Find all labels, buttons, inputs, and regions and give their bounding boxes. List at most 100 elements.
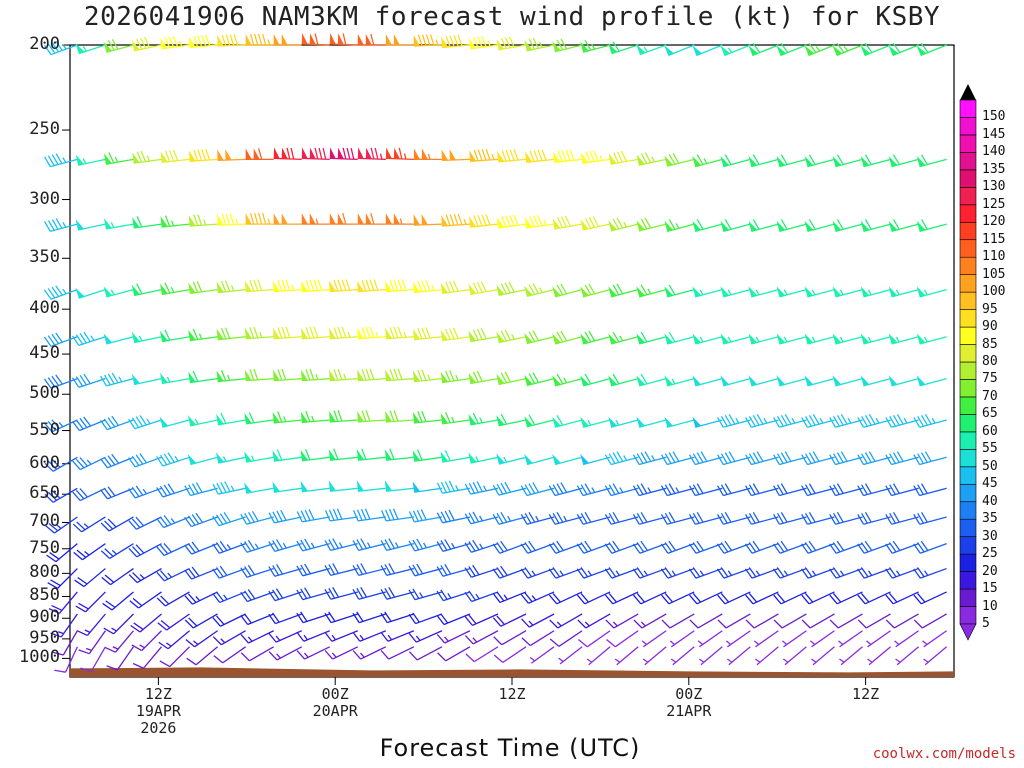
barb-feather [636,542,645,553]
barb-shaft [498,419,527,427]
barb-feather [616,283,624,295]
barb-half-feather [839,658,845,663]
barb-shaft [779,419,807,428]
wind-barb [811,646,835,666]
barb-flag [748,375,758,386]
barb-shaft [217,419,246,426]
barb-half-feather [226,544,232,550]
wind-barb [885,511,919,525]
barb-feather [860,567,869,578]
barb-shaft [246,567,274,578]
wind-barb [104,630,134,653]
barb-feather [500,540,508,551]
barb-flag [337,33,344,45]
barb-feather [552,592,561,603]
wind-barb [661,613,695,629]
barb-shaft [695,456,723,466]
barb-feather [533,215,539,227]
barb-feather [188,484,195,495]
wind-barb [716,413,751,428]
barb-feather [804,513,812,524]
barb-feather [333,327,339,339]
wind-barb [300,410,330,424]
wind-barb [301,33,330,46]
barb-feather [346,147,351,160]
barb-feather [472,412,479,424]
wind-barb [776,219,807,233]
barb-feather [896,413,904,425]
barb-feather [225,213,231,225]
barb-feather [892,452,900,463]
barb-shaft [274,516,302,524]
wind-barb [664,44,695,57]
barb-flag [413,214,420,226]
wind-barb [328,480,358,492]
wind-barb [496,413,527,427]
barb-feather [220,280,227,292]
wind-barb [608,283,639,298]
wind-barb [212,630,246,646]
barb-flag [524,453,533,465]
barb-feather [268,590,276,601]
barb-feather [616,217,624,229]
barb-half-feather [479,543,484,549]
barb-flag [580,453,589,465]
barb-half-feather [193,640,199,646]
barb-half-feather [62,221,67,228]
wind-barb [829,413,863,428]
barb-flag [357,280,364,292]
barb-feather [529,150,535,162]
barb-feather [163,484,172,495]
barb-flag [413,34,420,46]
barb-shaft [329,43,358,46]
wind-barb [441,213,470,227]
wind-barb [380,646,415,660]
barb-feather [103,487,112,498]
barb-feather [472,329,479,341]
credit-link[interactable]: coolwx.com/models [872,746,1016,762]
wind-barb [580,416,611,428]
wind-barb [664,219,695,233]
wind-barb [78,630,106,655]
barb-feather [361,410,367,422]
barb-half-feather [703,158,708,164]
barb-half-feather [138,335,143,342]
colorbar-label: 140 [982,144,1006,160]
wind-barb [468,328,499,343]
barb-feather [468,512,476,524]
barb-feather [192,328,199,340]
barb-feather [136,151,143,163]
barb-feather [917,513,925,524]
wind-barb [464,481,499,495]
barb-shaft [919,516,947,525]
barb-feather [164,282,171,294]
barb-flag [468,38,477,49]
barb-feather [829,619,839,629]
barb-shaft [385,456,414,461]
colorbar-swatch [959,536,977,555]
wind-barb [74,568,106,588]
barb-half-feather [671,570,677,576]
barb-feather [75,376,84,387]
barb-feather [163,515,172,525]
barb-half-feather [528,620,534,626]
barb-feather [836,154,844,165]
barb-feather [584,540,592,551]
barb-shaft [809,613,835,629]
wind-barb [408,538,443,552]
barb-feather [280,509,287,521]
barb-shaft [50,223,78,233]
barb-feather [352,565,360,576]
wind-barb [781,630,807,648]
barb-feather [780,452,788,463]
wind-barb [132,216,162,229]
barb-feather [560,38,568,50]
y-tick-label: 300 [29,188,60,209]
barb-feather [393,279,399,291]
barb-shaft [891,487,919,497]
barb-feather [361,448,367,460]
wind-barb [43,332,78,347]
barb-feather [476,328,483,340]
barb-flag [692,333,702,344]
wind-barb [75,154,106,166]
